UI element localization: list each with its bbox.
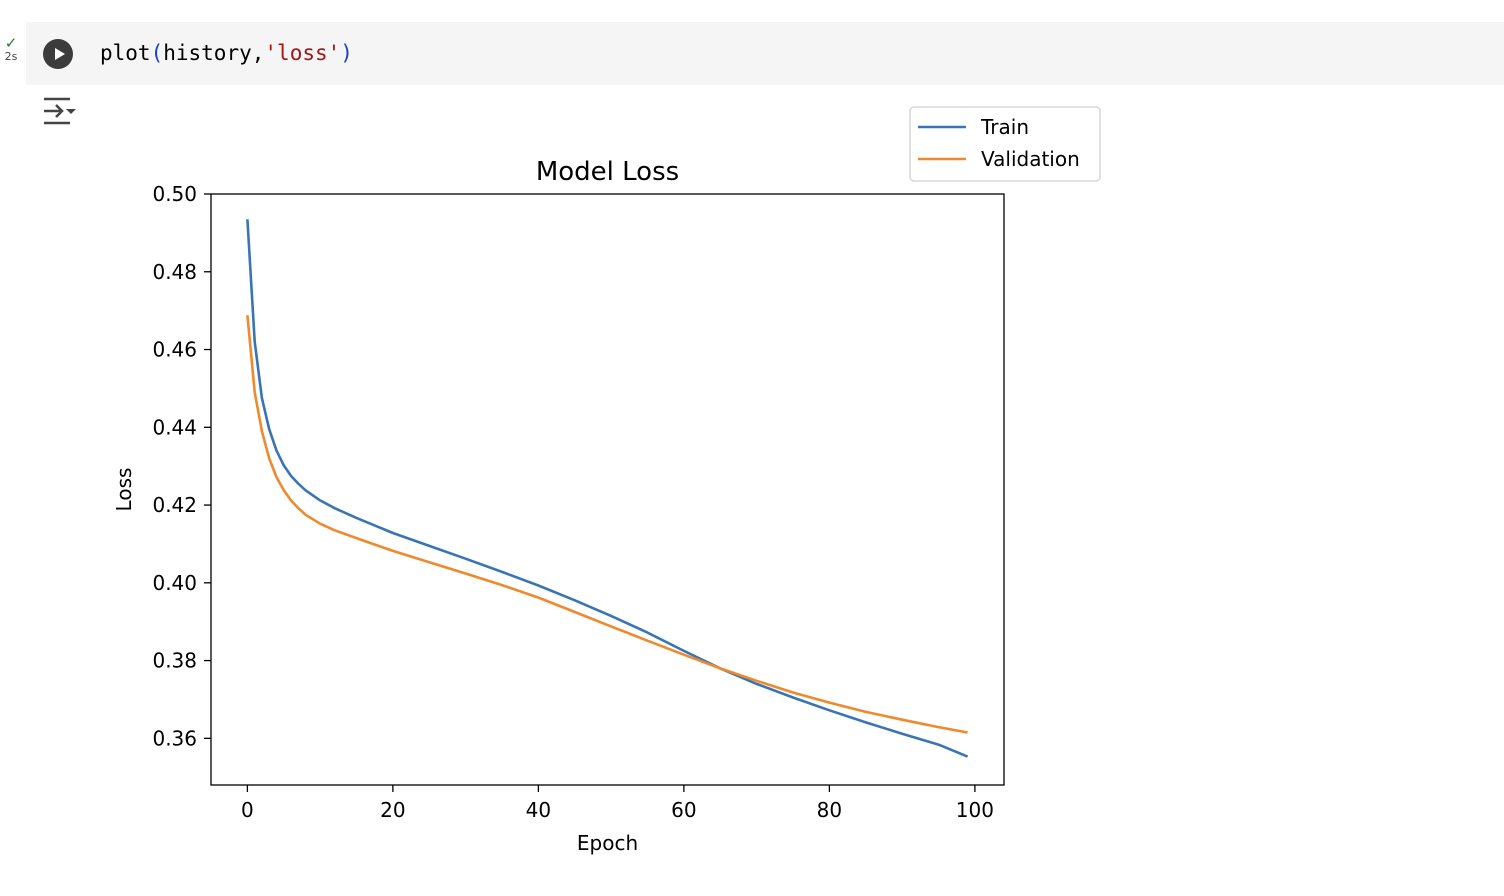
plot-frame bbox=[210, 193, 1005, 786]
x-tick-label: 100 bbox=[956, 798, 994, 822]
check-icon: ✓ bbox=[4, 34, 18, 52]
code-open-paren: ( bbox=[150, 41, 164, 65]
validation-series-line bbox=[246, 315, 968, 734]
code-arg-string: 'loss' bbox=[264, 41, 341, 65]
y-tick-label: 0.40 bbox=[152, 571, 197, 595]
y-tick-label: 0.42 bbox=[152, 493, 197, 517]
play-icon bbox=[55, 48, 65, 60]
legend: Train Validation bbox=[909, 106, 1101, 182]
y-axis-label: Loss bbox=[112, 468, 136, 512]
y-tick-label: 0.44 bbox=[152, 415, 197, 439]
chart-title: Model Loss bbox=[536, 157, 679, 187]
x-tick-label: 0 bbox=[241, 798, 254, 822]
x-tick-label: 20 bbox=[380, 798, 405, 822]
code-comma: , bbox=[251, 41, 265, 65]
y-tick-label: 0.46 bbox=[152, 338, 197, 362]
legend-label: Train bbox=[980, 115, 1029, 139]
x-tick-label: 80 bbox=[817, 798, 842, 822]
code-close-paren: ) bbox=[340, 41, 353, 65]
execution-time: 2s bbox=[4, 50, 18, 63]
train-series-line bbox=[246, 219, 969, 758]
y-tick-label: 0.48 bbox=[152, 260, 197, 284]
legend-box bbox=[909, 106, 1101, 182]
code-cell[interactable] bbox=[26, 22, 1504, 85]
code-function: plot bbox=[100, 41, 151, 65]
legend-label: Validation bbox=[981, 147, 1080, 171]
y-tick-label: 0.38 bbox=[152, 649, 197, 673]
y-tick-label: 0.50 bbox=[152, 182, 197, 206]
x-tick-label: 60 bbox=[671, 798, 696, 822]
run-cell-button[interactable] bbox=[43, 39, 73, 69]
x-axis-label: Epoch bbox=[577, 831, 638, 855]
y-tick-label: 0.36 bbox=[152, 726, 197, 750]
x-tick-label: 40 bbox=[526, 798, 551, 822]
code-line[interactable]: plot(history,'loss') bbox=[100, 38, 353, 68]
code-arg-history: history bbox=[163, 41, 252, 65]
cell-status: ✓ 2s bbox=[0, 36, 22, 64]
output-toggle-button[interactable] bbox=[40, 94, 78, 128]
output-collapse-icon bbox=[44, 97, 76, 125]
